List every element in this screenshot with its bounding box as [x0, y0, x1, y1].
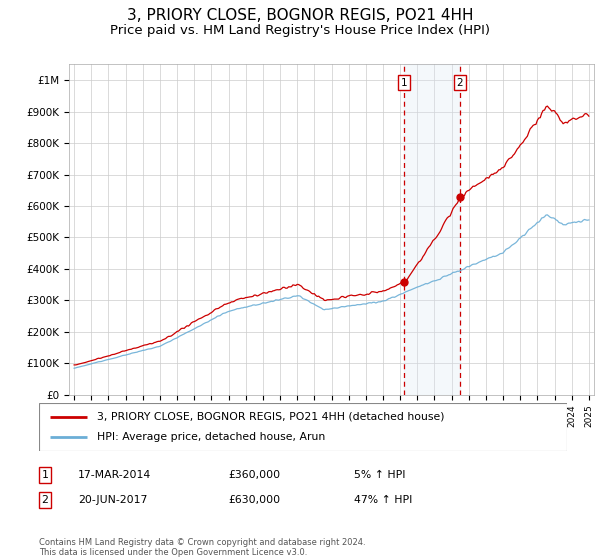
Text: 3, PRIORY CLOSE, BOGNOR REGIS, PO21 4HH (detached house): 3, PRIORY CLOSE, BOGNOR REGIS, PO21 4HH …	[97, 412, 445, 422]
Text: 17-MAR-2014: 17-MAR-2014	[78, 470, 151, 480]
Text: £630,000: £630,000	[228, 495, 280, 505]
Bar	[404, 64, 460, 395]
Text: 1: 1	[400, 78, 407, 87]
Text: 47% ↑ HPI: 47% ↑ HPI	[354, 495, 412, 505]
Text: 5% ↑ HPI: 5% ↑ HPI	[354, 470, 406, 480]
Text: Contains HM Land Registry data © Crown copyright and database right 2024.
This d: Contains HM Land Registry data © Crown c…	[39, 538, 365, 557]
Text: 20-JUN-2017: 20-JUN-2017	[78, 495, 148, 505]
Text: HPI: Average price, detached house, Arun: HPI: Average price, detached house, Arun	[97, 432, 325, 442]
Text: 2: 2	[457, 78, 463, 87]
Text: 2: 2	[41, 495, 49, 505]
Text: £360,000: £360,000	[228, 470, 280, 480]
Text: Price paid vs. HM Land Registry's House Price Index (HPI): Price paid vs. HM Land Registry's House …	[110, 24, 490, 36]
Text: 1: 1	[41, 470, 49, 480]
Text: 3, PRIORY CLOSE, BOGNOR REGIS, PO21 4HH: 3, PRIORY CLOSE, BOGNOR REGIS, PO21 4HH	[127, 8, 473, 24]
